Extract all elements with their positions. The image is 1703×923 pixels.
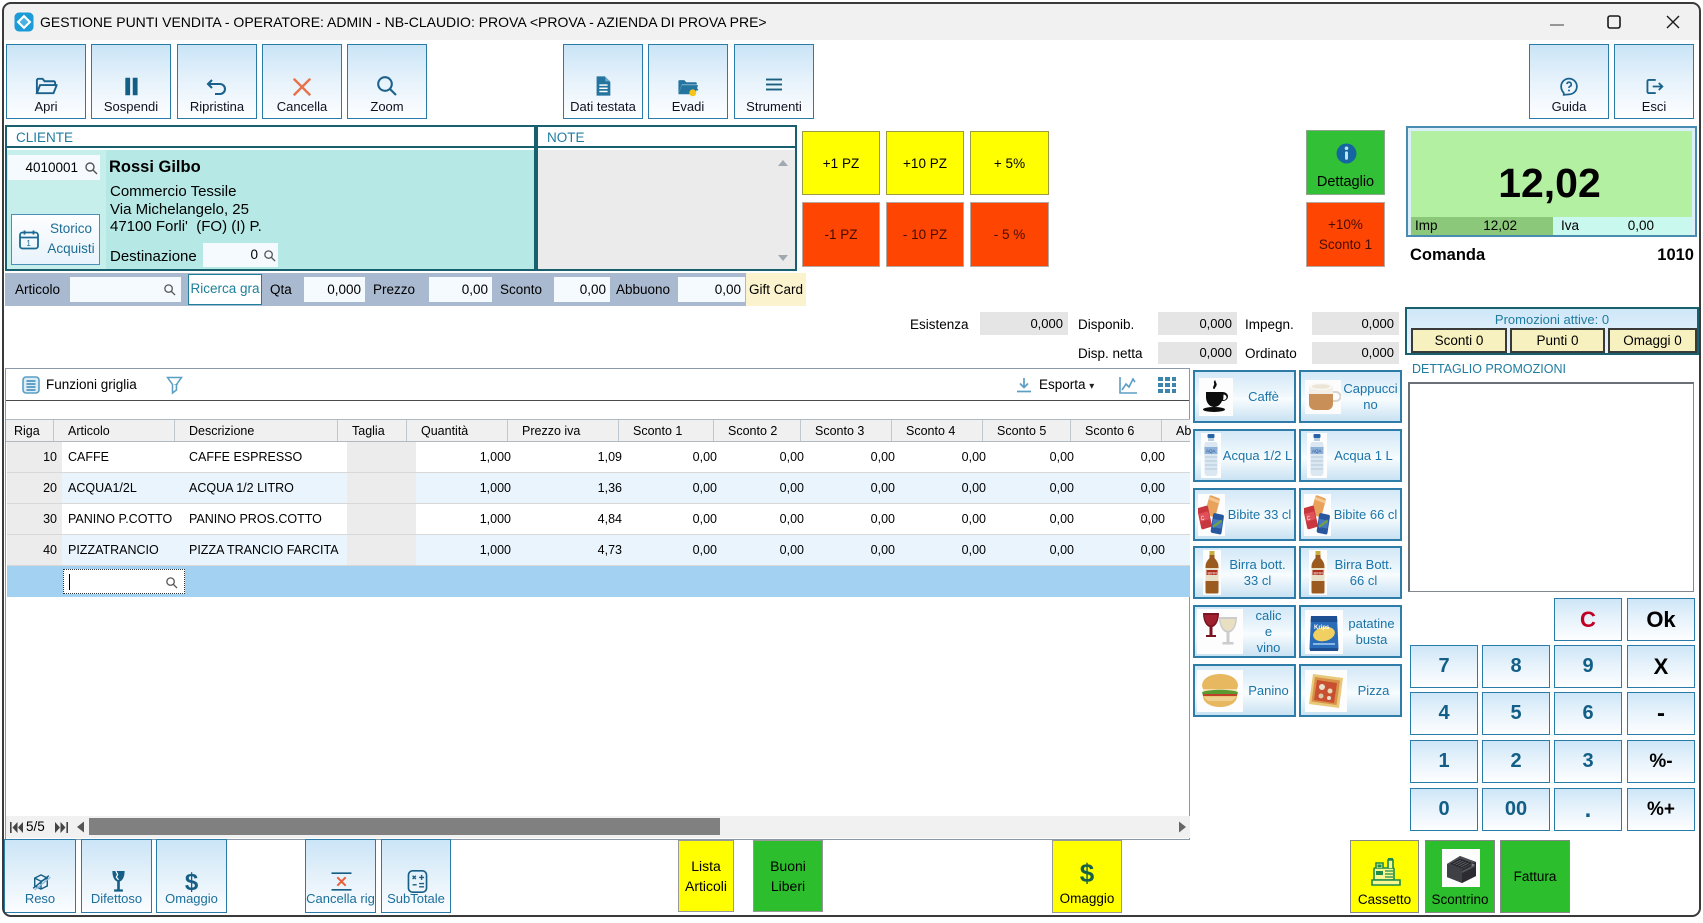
svg-text:C: C (1200, 515, 1205, 522)
svg-text:BIRRA: BIRRA (1314, 571, 1327, 576)
svg-text:T: T (174, 384, 179, 391)
svg-text:BIRRA: BIRRA (1208, 571, 1221, 576)
svg-text:AQA: AQA (1312, 449, 1322, 454)
svg-text:AQA: AQA (1206, 449, 1216, 454)
svg-text:Krips: Krips (1314, 625, 1330, 631)
svg-text:C: C (1306, 515, 1311, 522)
svg-text:1: 1 (26, 239, 31, 248)
